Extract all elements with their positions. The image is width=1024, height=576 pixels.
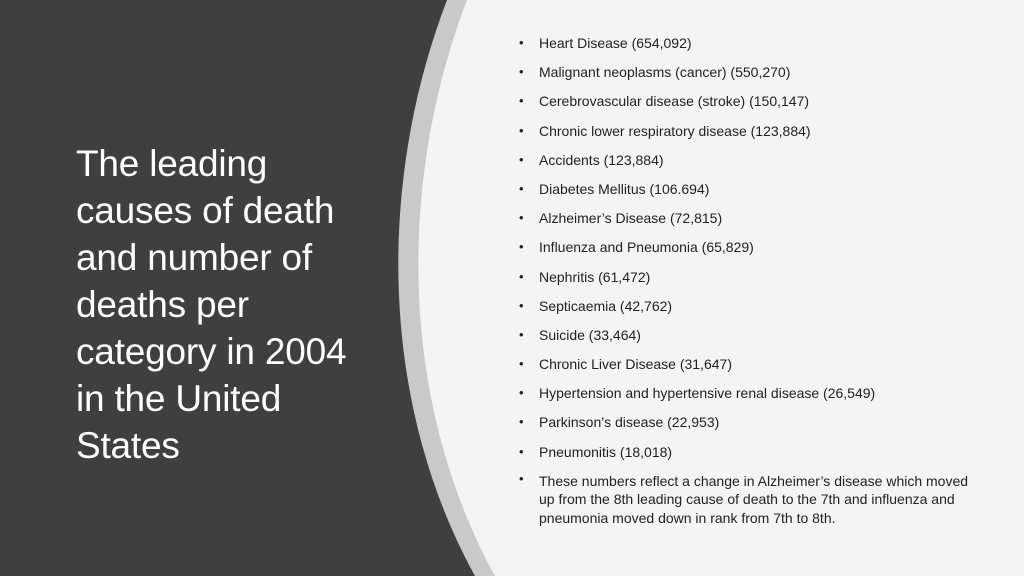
list-item-stroke: • Cerebrovascular disease (stroke) (150,1… [519,90,969,119]
list-item-text: Septicaemia (42,762) [539,297,673,314]
list-item-text: Accidents (123,884) [539,151,664,168]
list-item-diabetes: • Diabetes Mellitus (106.694) [519,178,969,207]
list-item-text: Influenza and Pneumonia (65,829) [539,239,754,256]
bullet-icon: • [519,180,524,196]
list-item-cancer: • Malignant neoplasms (cancer) (550,270) [519,61,969,90]
list-item-text: Malignant neoplasms (cancer) (550,270) [539,64,791,81]
list-item-text: These numbers reflect a change in Alzhei… [539,472,969,526]
dark-panel [0,0,475,576]
bullet-icon: • [519,122,524,138]
list-item-text: Heart Disease (654,092) [539,35,692,51]
list-item-text: Parkinson’s disease (22,953) [539,414,720,431]
list-item-heart-disease: • Heart Disease (654,092) [519,32,969,61]
list-item-hypertension: • Hypertension and hypertensive renal dis… [519,382,969,411]
bullet-icon: • [519,239,524,255]
list-item-alzheimers: • Alzheimer’s Disease (72,815) [519,207,969,236]
list-item-text: Suicide (33,464) [539,326,641,343]
bullet-icon: • [519,268,524,284]
list-item-text: Chronic lower respiratory disease (123,8… [539,122,811,139]
list-item-accidents: • Accidents (123,884) [519,149,969,178]
bullet-icon: • [519,297,524,313]
bullet-icon: • [519,326,524,342]
bullet-icon: • [519,64,524,80]
list-item-parkinsons: • Parkinson’s disease (22,953) [519,411,969,440]
list-item-note: • These numbers reflect a change in Alzhe… [519,470,969,528]
list-item-influenza: • Influenza and Pneumonia (65,829) [519,236,969,265]
bullet-icon: • [519,356,524,372]
list-item-text: Chronic Liver Disease (31,647) [539,356,732,373]
list-item-text: Diabetes Mellitus (106.694) [539,180,710,197]
bullet-icon: • [519,414,524,430]
causes-of-death-list: • Heart Disease (654,092) • Malignant neop… [519,32,969,527]
bullet-icon: • [519,151,524,167]
slide-title: The leading causes of death and number o… [76,143,347,466]
list-item-text: Pneumonitis (18,018) [539,443,673,460]
list-item-suicide: • Suicide (33,464) [519,324,969,353]
list-item-respiratory: • Chronic lower respiratory disease (123,… [519,120,969,149]
list-item-text: Alzheimer’s Disease (72,815) [539,210,723,227]
bullet-icon: • [519,210,524,226]
list-item-septicaemia: • Septicaemia (42,762) [519,295,969,324]
list-item-text: Nephritis (61,472) [539,268,651,285]
bullet-icon: • [519,470,524,486]
list-item-liver-disease: • Chronic Liver Disease (31,647) [519,353,969,382]
list-item-text: Cerebrovascular disease (stroke) (150,14… [539,93,810,110]
bullet-icon: • [519,35,524,50]
list-item-pneumonitis: • Pneumonitis (18,018) [519,441,969,470]
bullet-icon: • [519,443,524,459]
list-item-text: Hypertension and hypertensive renal dise… [539,385,876,402]
bullet-icon: • [519,93,524,109]
bullet-icon: • [519,385,524,401]
list-item-nephritis: • Nephritis (61,472) [519,266,969,295]
